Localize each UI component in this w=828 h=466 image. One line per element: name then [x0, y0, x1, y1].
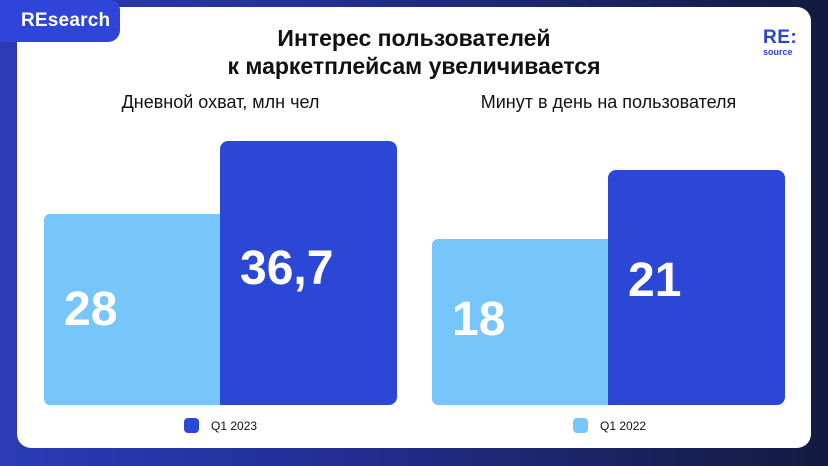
research-tab-label: REsearch — [21, 10, 111, 31]
chart-1-bar-q1-2023: 36,7 — [220, 141, 397, 405]
legend-label-q1-2022: Q1 2022 — [600, 418, 647, 433]
chart-2-bar-q1-2023: 21 — [608, 170, 785, 405]
title-line-1: Интерес пользователей — [277, 25, 551, 51]
chart-1-title: Дневной охват, млн чел — [121, 92, 320, 112]
chart-1-bar-q1-2022: 28 — [44, 214, 221, 405]
title-line-2: к маркетплейсам увеличивается — [227, 53, 601, 79]
chart-2-value-q1-2023: 21 — [628, 254, 682, 307]
chart-2-bar-q1-2022: 18 — [432, 239, 609, 405]
research-tab[interactable]: REsearch — [0, 0, 120, 42]
legend-swatch-q1-2023 — [184, 418, 199, 433]
chart-2-title: Минут в день на пользователя — [480, 92, 737, 112]
chart-1-value-q1-2023: 36,7 — [240, 242, 334, 295]
chart-2-value-q1-2022: 18 — [452, 293, 506, 346]
page-title: Интерес пользователей к маркетплейсам ув… — [0, 24, 828, 80]
chart-1-value-q1-2022: 28 — [64, 283, 118, 336]
logo-sub-text: source — [763, 47, 793, 57]
legend-label-q1-2023: Q1 2023 — [211, 418, 258, 433]
resource-logo: RE: source — [763, 27, 798, 57]
legend-item-q1-2022: Q1 2022 — [573, 418, 646, 433]
legend-item-q1-2023: Q1 2023 — [184, 418, 257, 433]
logo-main-text: RE: — [763, 27, 798, 48]
legend-swatch-q1-2022 — [573, 418, 588, 433]
